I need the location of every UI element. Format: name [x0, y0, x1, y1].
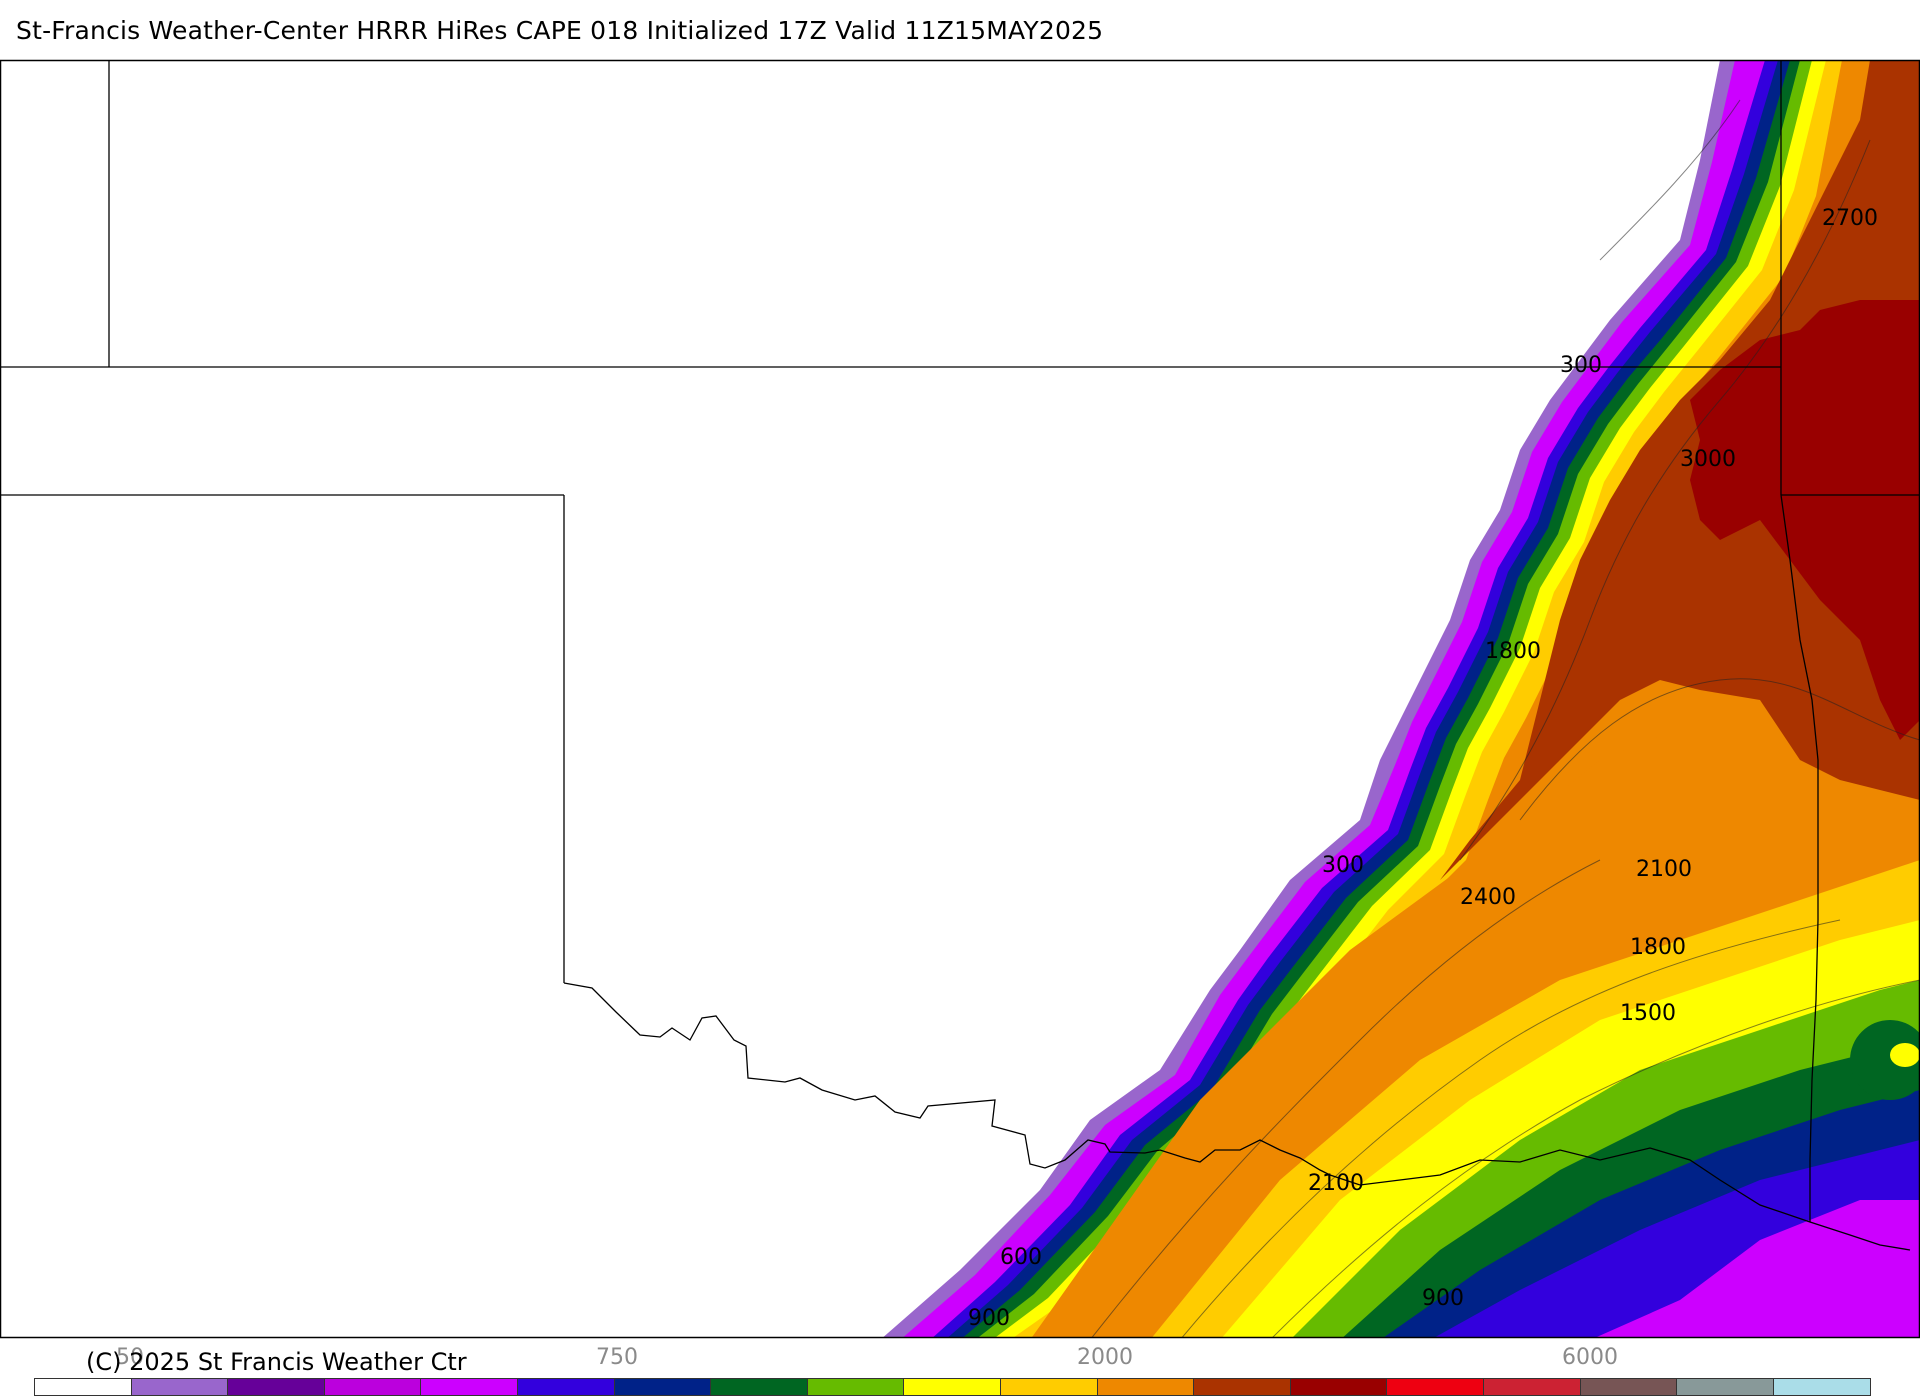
colorbar-swatch [807, 1379, 905, 1395]
colorbar-tick-label: 6000 [1562, 1345, 1618, 1370]
band-green-pocket [1850, 1020, 1920, 1100]
band-orange-south [1031, 700, 1920, 1338]
contour-line [1599, 99, 1741, 261]
contour-label: 1800 [1630, 935, 1686, 960]
colorbar-swatch [35, 1379, 132, 1395]
contour-label: 600 [1000, 1245, 1042, 1270]
contour-label: 1800 [1485, 639, 1541, 664]
colorbar-swatch [1483, 1379, 1581, 1395]
contour-label: 900 [1422, 1286, 1464, 1311]
band-brown [1440, 60, 1920, 880]
colorbar-swatch [1677, 1379, 1774, 1395]
contour-label: 300 [1560, 353, 1602, 378]
colorbar-tick-label: 750 [596, 1345, 638, 1370]
contour-line [1090, 859, 1601, 1338]
cape-contour-lines [1090, 99, 1920, 1338]
contour-line [1459, 139, 1871, 861]
cape-fill-bands [882, 60, 1920, 1338]
contour-label: 2400 [1460, 885, 1516, 910]
color-scale-legend [34, 1378, 1872, 1396]
contour-label: 2100 [1308, 1171, 1364, 1196]
band-magenta-south [1594, 1200, 1920, 1338]
contour-label: 900 [968, 1306, 1010, 1331]
colorbar-swatch [421, 1379, 518, 1395]
boundary-line [1780, 494, 1819, 1222]
colorbar-swatch [517, 1379, 615, 1395]
colorbar-tick-label: 2000 [1077, 1345, 1133, 1370]
colorbar-swatch [228, 1379, 325, 1395]
boundaries [0, 60, 1920, 1251]
colorbar-tick-label: 50 [116, 1345, 144, 1370]
colorbar-swatch [1773, 1379, 1871, 1395]
colorbar-swatch [904, 1379, 1001, 1395]
band-navy-south [1382, 1090, 1920, 1338]
band-yellow-pocket [1890, 1043, 1920, 1067]
band-darkred [1690, 300, 1920, 740]
contour-label: 2700 [1822, 206, 1878, 231]
map-title: St-Francis Weather-Center HRRR HiRes CAP… [16, 16, 1104, 45]
colorbar-swatch [1194, 1379, 1291, 1395]
contour-line [1181, 919, 1841, 1338]
contour-label: 1500 [1620, 1001, 1676, 1026]
band-blue-south [1433, 1140, 1920, 1338]
colorbar-swatch [614, 1379, 712, 1395]
boundary-line [563, 982, 1911, 1251]
contour-label: 3000 [1680, 447, 1736, 472]
colorbar-swatch [324, 1379, 422, 1395]
colorbar-swatch [711, 1379, 808, 1395]
contour-label: 2100 [1636, 857, 1692, 882]
copyright-credit: (C) 2025 St Francis Weather Ctr [86, 1348, 467, 1376]
contour-labels: 2700 300 3000 1800 300 2100 2400 1800 15… [968, 206, 1878, 1331]
contour-label: 300 [1322, 853, 1364, 878]
colorbar-swatch [1580, 1379, 1678, 1395]
colorbar-swatch [1097, 1379, 1195, 1395]
colorbar-swatch [131, 1379, 229, 1395]
colorbar-swatch [1290, 1379, 1388, 1395]
colorbar-swatch [1387, 1379, 1484, 1395]
contour-line [1271, 979, 1920, 1338]
contour-line [1519, 678, 1920, 821]
colorbar-swatch [1000, 1379, 1098, 1395]
